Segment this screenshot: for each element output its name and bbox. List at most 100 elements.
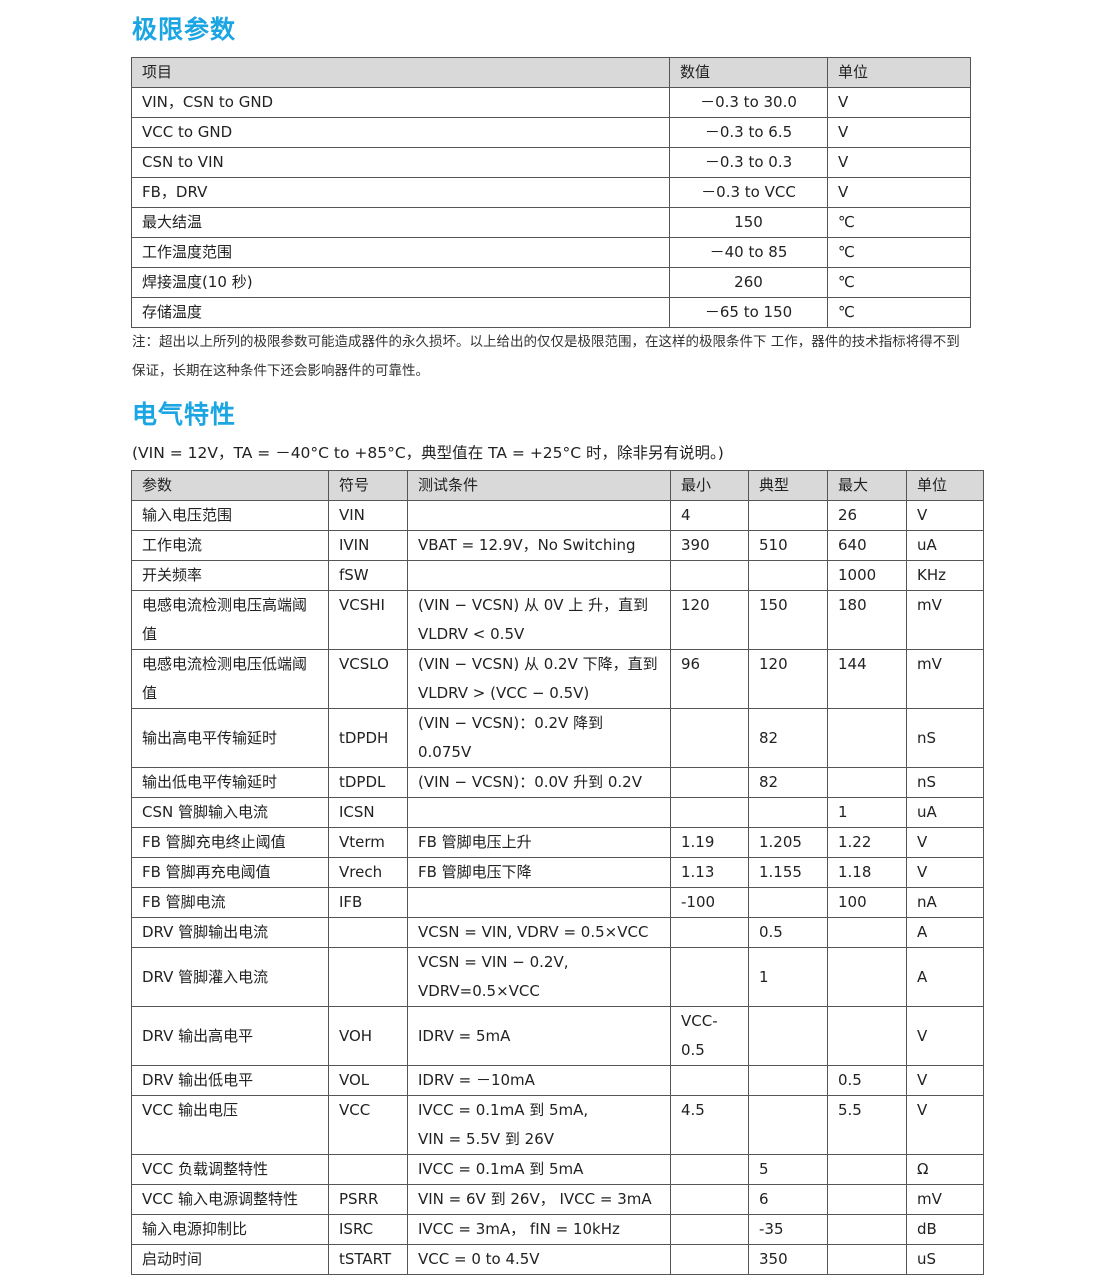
table-cell xyxy=(827,1244,907,1275)
table-cell: FB 管脚电压上升 xyxy=(407,827,671,858)
table-row: DRV 输出高电平 VOH IDRV = 5mA VCC-0.5 V xyxy=(131,1006,984,1066)
table-cell: IVCC = 0.1mA 到 5mA, VIN = 5.5V 到 26V xyxy=(407,1095,671,1155)
table-cell xyxy=(748,887,828,918)
table-cell: IDRV = 5mA xyxy=(407,1006,671,1066)
table-cell: FB 管脚充电终止阈值 xyxy=(131,827,329,858)
table-cell: IFB xyxy=(328,887,408,918)
table-cell xyxy=(670,947,749,1007)
table-row: 电感电流检测电压低端阈值 VCSLO (VIN − VCSN) 从 0.2V 下降，… xyxy=(131,649,984,709)
table-cell: ℃ xyxy=(827,237,971,268)
table-row: DRV 输出低电平 VOL IDRV = －10mA 0.5 V xyxy=(131,1065,984,1096)
table-cell: FB，DRV xyxy=(131,177,670,208)
table-cell: 26 xyxy=(827,500,907,531)
table-cell: 120 xyxy=(670,590,749,650)
table-cell: VCSLO xyxy=(328,649,408,709)
table-cell: CSN 管脚输入电流 xyxy=(131,797,329,828)
table-cell xyxy=(748,1065,828,1096)
table-cell: dB xyxy=(906,1214,984,1245)
table-cell: VCC = 0 to 4.5V xyxy=(407,1244,671,1275)
section-title-absolute-max: 极限参数 xyxy=(132,15,237,44)
table-row: CSN 管脚输入电流 ICSN 1 uA xyxy=(131,797,984,828)
table-cell xyxy=(328,1154,408,1185)
table-cell: tDPDH xyxy=(328,708,408,768)
absolute-max-note: 注：超出以上所列的极限参数可能造成器件的永久损坏。以上给出的仅仅是极限范围，在这… xyxy=(132,334,960,379)
table-cell: V xyxy=(827,177,971,208)
table-cell xyxy=(748,560,828,591)
table-cell: 1.22 xyxy=(827,827,907,858)
table-cell: 82 xyxy=(748,708,828,768)
table-cell xyxy=(670,560,749,591)
table-cell: 510 xyxy=(748,530,828,561)
table-cell xyxy=(670,917,749,948)
table-cell: 电感电流检测电压低端阈值 xyxy=(131,649,329,709)
table-cell: ℃ xyxy=(827,267,971,298)
table-cell: uA xyxy=(906,797,984,828)
table-cell: DRV 管脚输出电流 xyxy=(131,917,329,948)
table-cell: VCC to GND xyxy=(131,117,670,148)
table-cell: ℃ xyxy=(827,297,971,328)
table-cell: V xyxy=(827,147,971,178)
table-cell xyxy=(748,797,828,828)
table-cell: 0.5 xyxy=(827,1065,907,1096)
table-cell: IDRV = －10mA xyxy=(407,1065,671,1096)
table-cell: FB 管脚再充电阈值 xyxy=(131,857,329,888)
table-cell: 开关频率 xyxy=(131,560,329,591)
table-row: VIN，CSN to GND －0.3 to 30.0 V xyxy=(131,87,971,118)
table-cell: VCC 输入电源调整特性 xyxy=(131,1184,329,1215)
table-cell xyxy=(827,917,907,948)
table-cell: PSRR xyxy=(328,1184,408,1215)
table-cell: mV xyxy=(906,649,984,709)
table-cell: ℃ xyxy=(827,207,971,238)
table-cell xyxy=(670,767,749,798)
table-cell xyxy=(670,797,749,828)
table-cell: －40 to 85 xyxy=(669,237,828,268)
table-row: FB 管脚充电终止阈值 Vterm FB 管脚电压上升 1.19 1.205 1.22 V xyxy=(131,827,984,858)
table-cell: A xyxy=(906,947,984,1007)
table-cell: -35 xyxy=(748,1214,828,1245)
table-cell: Vrech xyxy=(328,857,408,888)
table-cell: -100 xyxy=(670,887,749,918)
table-row: VCC to GND －0.3 to 6.5 V xyxy=(131,117,971,148)
table-cell: DRV 管脚灌入电流 xyxy=(131,947,329,1007)
table-cell: fSW xyxy=(328,560,408,591)
table-cell: 输入电源抑制比 xyxy=(131,1214,329,1245)
table-row: CSN to VIN －0.3 to 0.3 V xyxy=(131,147,971,178)
column-header: 单位 xyxy=(827,57,971,88)
section-title-electrical: 电气特性 xyxy=(132,400,237,429)
table-row: 输入电源抑制比 ISRC IVCC = 3mA， fIN = 10kHz -35 dB xyxy=(131,1214,984,1245)
table-cell: DRV 输出高电平 xyxy=(131,1006,329,1066)
table-cell: V xyxy=(906,1065,984,1096)
table-cell: 390 xyxy=(670,530,749,561)
table-cell: －0.3 to 30.0 xyxy=(669,87,828,118)
table-cell: VIN xyxy=(328,500,408,531)
table-cell xyxy=(670,1065,749,1096)
table-cell xyxy=(407,500,671,531)
table-cell: 1000 xyxy=(827,560,907,591)
table-cell: 96 xyxy=(670,649,749,709)
table-cell xyxy=(748,1006,828,1066)
table-cell: 260 xyxy=(669,267,828,298)
table-row: DRV 管脚灌入电流 VCSN = VIN − 0.2V, VDRV=0.5×VC… xyxy=(131,947,984,1007)
table-cell: mV xyxy=(906,590,984,650)
table-row: VCC 负载调整特性 IVCC = 0.1mA 到 5mA 5 Ω xyxy=(131,1154,984,1185)
table-cell: 1.18 xyxy=(827,857,907,888)
table-cell: －65 to 150 xyxy=(669,297,828,328)
table-cell xyxy=(670,1244,749,1275)
column-header: 数值 xyxy=(669,57,828,88)
table-cell: V xyxy=(827,117,971,148)
test-conditions: (VIN = 12V，TA = －40°C to +85°C，典型值在 TA =… xyxy=(132,444,724,462)
table-cell: VCSN = VIN − 0.2V, VDRV=0.5×VCC xyxy=(407,947,671,1007)
table-cell xyxy=(827,1006,907,1066)
table-cell xyxy=(670,1154,749,1185)
table-cell: Ω xyxy=(906,1154,984,1185)
table-cell: nA xyxy=(906,887,984,918)
header-row: 参数 符号 测试条件 最小 典型 最大 单位 xyxy=(131,470,984,501)
table-cell: 5 xyxy=(748,1154,828,1185)
table-cell: 6 xyxy=(748,1184,828,1215)
table-cell: VCC 输出电压 xyxy=(131,1095,329,1155)
table-cell: KHz xyxy=(906,560,984,591)
table-cell: VCC 负载调整特性 xyxy=(131,1154,329,1185)
table-cell: FB 管脚电压下降 xyxy=(407,857,671,888)
table-cell xyxy=(827,708,907,768)
table-cell: (VIN − VCSN)：0.0V 升到 0.2V xyxy=(407,767,671,798)
